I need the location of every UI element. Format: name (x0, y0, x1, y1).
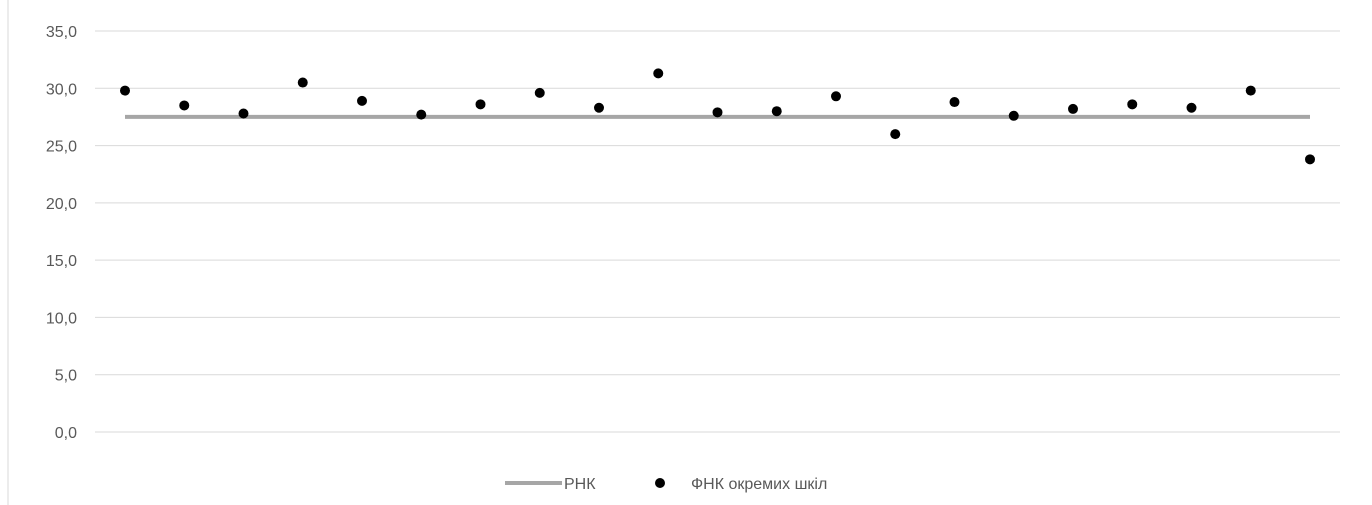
scatter-series (120, 68, 1315, 165)
scatter-point (1068, 103, 1078, 114)
legend: РНК ФНК окремих шкіл (505, 476, 827, 493)
scatter-point (120, 85, 130, 96)
legend-label-scatter: ФНК окремих шкіл (691, 476, 827, 493)
legend-label-line: РНК (564, 476, 596, 493)
scatter-point (771, 106, 782, 117)
scatter-point (357, 95, 367, 106)
scatter-point (534, 87, 545, 98)
y-tick-label: 0,0 (55, 425, 77, 442)
scatter-point (1245, 85, 1256, 96)
scatter-point (712, 107, 723, 118)
y-tick-label: 30,0 (46, 81, 77, 98)
y-tick-label: 5,0 (55, 368, 77, 385)
scatter-point (1008, 110, 1019, 121)
grid-lines (95, 30, 1340, 433)
scatter-point (416, 109, 427, 120)
scatter-point (890, 129, 901, 140)
y-axis-ticks: 0,0 5,0 10,0 15,0 20,0 25,0 30,0 35,0 (46, 24, 77, 442)
y-tick-label: 25,0 (46, 139, 77, 156)
y-tick-label: 20,0 (46, 196, 77, 213)
scatter-point (1127, 99, 1138, 110)
y-tick-label: 35,0 (46, 24, 77, 41)
scatter-point (949, 97, 960, 108)
scatter-point (1186, 102, 1197, 113)
scatter-point (831, 91, 841, 102)
legend-dot-swatch (655, 478, 665, 488)
scatter-point (653, 68, 664, 79)
scatter-point (238, 108, 249, 119)
scatter-point (297, 77, 308, 88)
scatter-point (1305, 154, 1315, 165)
y-tick-label: 15,0 (46, 253, 77, 270)
scatter-point (475, 99, 486, 110)
scatter-point (594, 102, 604, 113)
y-tick-label: 10,0 (46, 310, 77, 327)
scatter-point (179, 100, 190, 111)
